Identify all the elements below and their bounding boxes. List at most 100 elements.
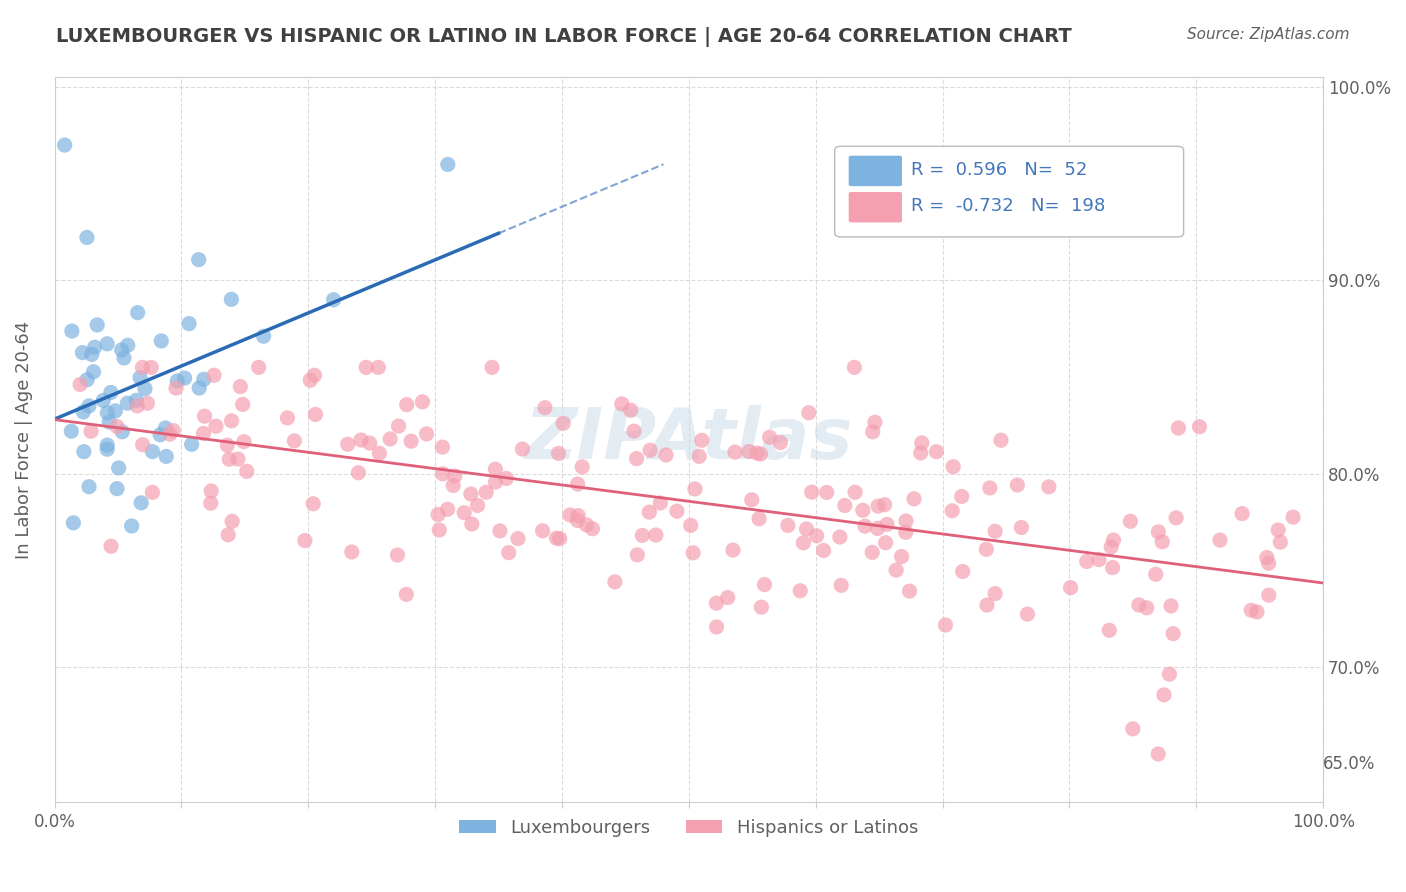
Point [1257,557,1279,571]
Point [631,528,654,542]
Point [188,381,211,395]
Point [548,532,571,546]
Point [1119,514,1142,528]
Point [427,508,450,522]
Point [173,371,195,385]
Point [121,519,143,533]
Point [620,403,643,417]
Point [721,543,744,558]
Point [894,525,917,540]
Point [690,434,713,448]
Point [495,471,517,485]
Point [350,433,373,447]
Point [221,514,243,528]
Point [1188,419,1211,434]
Point [76,230,98,244]
Point [665,504,688,518]
Point [506,532,529,546]
Point [247,360,270,375]
Point [202,368,225,383]
Point [626,548,648,562]
Point [141,485,163,500]
Point [1099,540,1122,554]
Point [60,324,83,338]
Point [984,586,1007,600]
Point [1230,507,1253,521]
Point [294,533,316,548]
Point [336,437,359,451]
Point [399,434,422,449]
Point [1147,524,1170,539]
Point [828,530,851,544]
Point [974,542,997,557]
Point [950,490,973,504]
Point [162,424,184,438]
FancyBboxPatch shape [835,146,1184,237]
Point [1017,607,1039,621]
Point [105,419,128,434]
Point [77,399,100,413]
Point [644,528,666,542]
Point [69,377,91,392]
Point [395,587,418,601]
Point [80,347,103,361]
Point [467,499,489,513]
Point [453,506,475,520]
Point [96,442,118,457]
Point [387,548,409,562]
Point [441,478,464,492]
Point [741,492,763,507]
Point [800,485,823,500]
Point [200,496,222,510]
Point [623,424,645,438]
Point [136,396,159,410]
Point [815,485,838,500]
Point [150,334,173,348]
Point [683,482,706,496]
Point [610,397,633,411]
Point [868,499,890,513]
Point [863,415,886,429]
Point [796,522,818,536]
Point [83,365,105,379]
Point [844,360,866,375]
Point [159,427,181,442]
Point [1098,624,1121,638]
Point [866,521,889,535]
Point [129,496,152,510]
Point [1007,478,1029,492]
Point [1246,605,1268,619]
Point [1240,603,1263,617]
Point [910,446,932,460]
Point [304,408,326,422]
Point [354,360,377,375]
Point [873,498,896,512]
Point [531,524,554,538]
Point [83,340,105,354]
Point [232,397,254,411]
Point [489,524,512,538]
Point [679,518,702,533]
Point [884,563,907,577]
Point [253,329,276,343]
Point [218,452,240,467]
Point [769,435,792,450]
Point [141,360,163,375]
Point [221,293,243,307]
Point [217,438,239,452]
Point [903,491,925,506]
Point [1102,533,1125,547]
Point [581,522,603,536]
Text: R =  -0.732   N=  198: R = -0.732 N= 198 [911,197,1105,216]
Point [105,482,128,496]
Point [547,446,569,460]
Point [302,497,325,511]
Point [603,574,626,589]
Point [100,385,122,400]
Point [415,426,437,441]
Point [283,434,305,448]
Point [177,317,200,331]
Point [129,370,152,384]
Point [111,425,134,439]
Point [53,138,76,153]
